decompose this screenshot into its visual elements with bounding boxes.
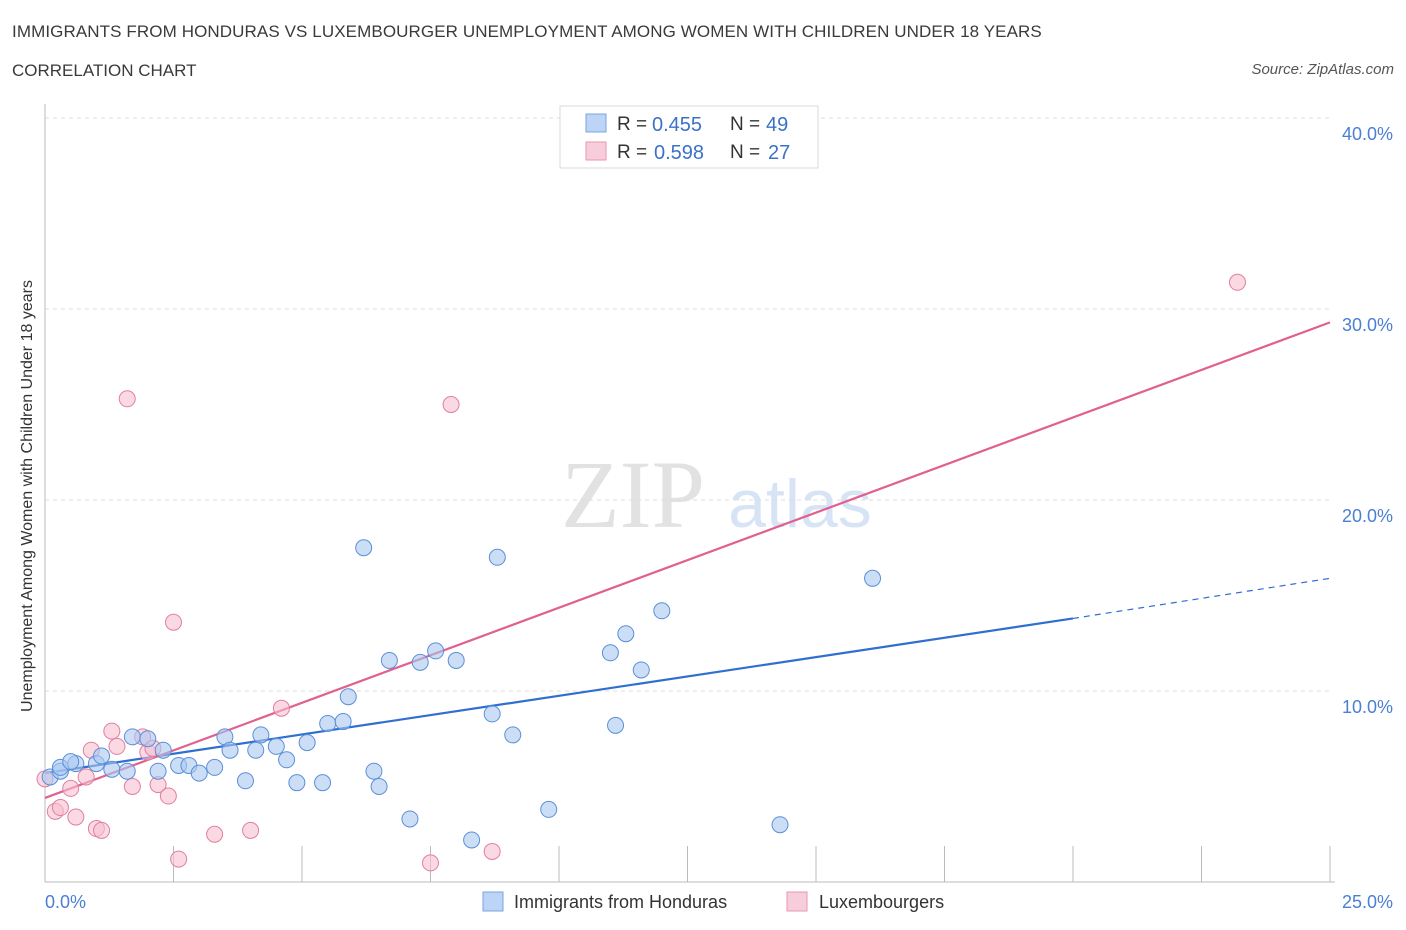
bottom-legend-swatch-honduras <box>482 891 504 912</box>
point-honduras <box>319 714 337 732</box>
watermark-zip: ZIP <box>561 441 705 548</box>
legend-swatch-luxembourgers <box>585 141 607 161</box>
point-luxembourgers <box>67 808 85 826</box>
point-honduras <box>380 651 398 669</box>
watermark-atlas: atlas <box>728 466 872 542</box>
point-luxembourgers <box>206 825 224 843</box>
point-luxembourgers <box>1228 273 1246 291</box>
point-honduras <box>483 705 501 723</box>
point-honduras <box>236 772 254 790</box>
point-honduras <box>154 741 172 759</box>
point-luxembourgers <box>483 842 501 860</box>
point-luxembourgers <box>123 778 141 795</box>
bottom-legend-label-luxembourgers: Luxembourgers <box>819 892 944 912</box>
point-luxembourgers <box>165 613 182 631</box>
point-honduras <box>93 747 111 765</box>
grid-lines <box>45 117 1330 692</box>
axes <box>44 104 1335 883</box>
bottom-legend-label-honduras: Immigrants from Honduras <box>514 892 727 912</box>
legend-n-label-1: N = <box>730 114 760 135</box>
point-honduras <box>334 713 352 731</box>
y-tick-label: 20.0% <box>1342 506 1393 526</box>
point-honduras <box>118 762 136 780</box>
source-label: Source: ZipAtlas.com <box>1251 61 1394 78</box>
point-honduras <box>401 810 419 828</box>
point-honduras <box>463 831 481 849</box>
point-honduras <box>540 800 558 818</box>
legend-swatch-honduras <box>585 113 607 133</box>
point-honduras <box>339 688 357 706</box>
point-honduras <box>355 539 373 557</box>
point-luxembourgers <box>118 390 136 408</box>
point-honduras <box>123 728 141 746</box>
point-honduras <box>488 548 506 566</box>
point-honduras <box>601 644 619 662</box>
tick-labels: 10.0% 20.0% 30.0% 40.0% 0.0% 25.0% <box>45 124 1393 912</box>
x-tick-label: 25.0% <box>1342 892 1393 912</box>
point-honduras <box>771 816 789 834</box>
y-tick-label: 40.0% <box>1342 124 1393 144</box>
point-luxembourgers <box>272 699 290 717</box>
x-tick-label: 0.0% <box>45 892 86 912</box>
point-luxembourgers <box>442 396 460 413</box>
series-legend: Immigrants from Honduras Luxembourgers <box>482 891 944 912</box>
y-tick-label: 10.0% <box>1342 697 1393 717</box>
point-honduras <box>252 726 270 744</box>
chart-title: IMMIGRANTS FROM HONDURAS VS LUXEMBOURGER… <box>12 22 1042 41</box>
legend-n-value-1: 49 <box>766 114 788 136</box>
point-honduras <box>139 730 157 748</box>
bottom-legend-swatch-luxembourgers <box>786 891 808 912</box>
legend-r-label-2: R = <box>617 142 647 163</box>
point-honduras <box>370 778 388 795</box>
point-luxembourgers <box>62 779 80 797</box>
legend-r-value-1: 0.455 <box>652 114 702 136</box>
legend-r-value-2: 0.598 <box>654 142 704 164</box>
point-luxembourgers <box>51 799 69 817</box>
point-luxembourgers <box>77 768 95 786</box>
point-honduras <box>206 758 224 776</box>
point-honduras <box>504 726 522 744</box>
point-honduras <box>617 625 635 643</box>
point-honduras <box>288 774 306 792</box>
legend-n-label-2: N = <box>730 142 760 163</box>
point-honduras <box>190 764 208 782</box>
point-honduras <box>314 774 332 792</box>
point-honduras <box>411 653 429 671</box>
correlation-legend: R = 0.455 N = 49 R = 0.598 N = 27 <box>559 105 819 169</box>
point-honduras <box>632 661 650 679</box>
trend-lines <box>44 321 1331 799</box>
point-luxembourgers <box>103 722 121 740</box>
point-honduras <box>864 569 882 587</box>
point-honduras <box>365 762 383 780</box>
point-honduras <box>267 737 285 755</box>
trend-line-luxembourgers <box>44 321 1331 799</box>
trend-line-honduras <box>44 617 1074 775</box>
point-luxembourgers <box>170 850 188 868</box>
point-luxembourgers <box>93 821 111 839</box>
point-luxembourgers <box>422 854 439 872</box>
point-honduras <box>298 734 316 752</box>
point-honduras <box>62 753 80 771</box>
point-honduras <box>149 762 167 780</box>
point-honduras <box>103 760 121 778</box>
trend-line-honduras-projection <box>1072 577 1331 620</box>
point-honduras <box>278 751 296 769</box>
point-luxembourgers <box>159 787 177 805</box>
point-honduras <box>607 716 625 734</box>
point-honduras <box>221 741 239 759</box>
y-tick-label: 30.0% <box>1342 315 1393 335</box>
legend-n-value-2: 27 <box>768 142 790 164</box>
point-honduras <box>653 602 671 620</box>
point-luxembourgers <box>242 821 260 839</box>
point-honduras <box>427 642 445 660</box>
chart-subtitle: CORRELATION CHART <box>12 61 197 80</box>
legend-r-label-1: R = <box>617 114 647 135</box>
point-honduras <box>247 741 265 759</box>
point-honduras <box>447 651 465 669</box>
point-luxembourgers <box>108 737 126 755</box>
data-points <box>36 273 1246 872</box>
